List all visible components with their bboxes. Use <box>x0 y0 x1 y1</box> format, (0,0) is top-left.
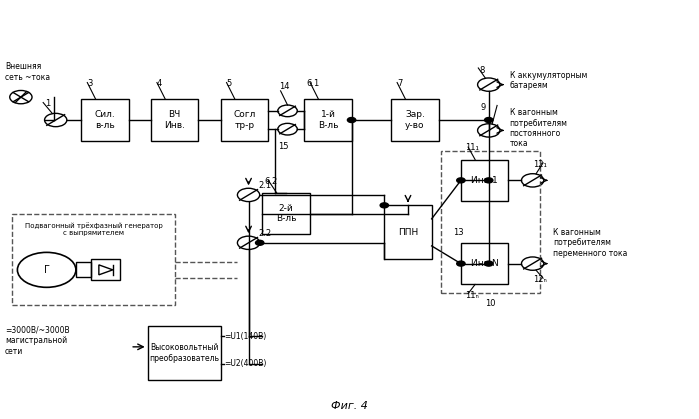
Text: 11₁: 11₁ <box>465 143 479 153</box>
Text: 1: 1 <box>45 99 50 108</box>
Circle shape <box>347 117 356 122</box>
Bar <box>147 326 221 380</box>
Text: 15: 15 <box>278 142 289 151</box>
Circle shape <box>456 261 465 266</box>
Text: Согл
тр-р: Согл тр-р <box>233 110 256 130</box>
Bar <box>151 99 199 141</box>
Text: =U1(140В): =U1(140В) <box>224 332 266 341</box>
Circle shape <box>256 241 264 245</box>
Bar <box>12 214 175 305</box>
Text: Фиг. 4: Фиг. 4 <box>331 401 368 411</box>
Text: 12₁: 12₁ <box>533 160 547 169</box>
Text: К аккумуляторным
батареям: К аккумуляторным батареям <box>510 71 587 90</box>
Text: =3000В/~3000В
магистральной
сети: =3000В/~3000В магистральной сети <box>5 326 69 355</box>
Text: 6.2: 6.2 <box>264 177 278 186</box>
Bar <box>461 243 508 285</box>
Text: 2.2: 2.2 <box>259 229 271 238</box>
Bar <box>91 259 120 280</box>
Bar <box>441 151 540 293</box>
Text: Инв N: Инв N <box>470 259 498 268</box>
Circle shape <box>456 178 465 183</box>
Text: ППН: ППН <box>398 228 418 237</box>
Bar <box>76 262 91 277</box>
Circle shape <box>484 117 493 122</box>
Text: 11ₙ: 11ₙ <box>465 291 479 300</box>
Text: 8: 8 <box>479 65 484 75</box>
Text: 5: 5 <box>226 79 232 88</box>
Text: 2-й
В-ль: 2-й В-ль <box>276 204 296 223</box>
Bar <box>391 99 438 141</box>
Text: 13: 13 <box>453 228 463 237</box>
Bar <box>384 205 432 259</box>
Text: Зар.
у-во: Зар. у-во <box>405 110 425 130</box>
Text: 6.1: 6.1 <box>306 79 319 88</box>
Text: Инв 1: Инв 1 <box>471 176 498 185</box>
Circle shape <box>484 178 493 183</box>
Text: 4: 4 <box>157 79 162 88</box>
Text: 2.1: 2.1 <box>259 181 271 190</box>
Text: =U2(400В): =U2(400В) <box>224 359 266 368</box>
Text: Г: Г <box>43 265 50 275</box>
Text: 10: 10 <box>486 299 496 308</box>
Text: 7: 7 <box>397 79 403 88</box>
Circle shape <box>484 261 493 266</box>
Text: Подвагонный трёхфазный генератор
с выпрямителем: Подвагонный трёхфазный генератор с выпря… <box>24 222 162 236</box>
Bar <box>82 99 129 141</box>
Text: К вагонным
потребителям
постоянного
тока: К вагонным потребителям постоянного тока <box>510 108 568 148</box>
Text: ВЧ
Инв.: ВЧ Инв. <box>164 110 185 130</box>
Bar <box>262 193 310 235</box>
Text: 12ₙ: 12ₙ <box>533 275 547 284</box>
Text: 3: 3 <box>87 79 93 88</box>
Text: Сил.
в-ль: Сил. в-ль <box>95 110 115 130</box>
Text: Высоковольтный
преобразователь: Высоковольтный преобразователь <box>149 344 219 363</box>
Circle shape <box>380 203 389 208</box>
Text: 9: 9 <box>480 103 486 112</box>
Bar <box>221 99 268 141</box>
Bar <box>461 160 508 201</box>
Text: 14: 14 <box>279 82 289 91</box>
Text: К вагонным
потребителям
переменного тока: К вагонным потребителям переменного тока <box>554 228 628 258</box>
Text: 1-й
В-ль: 1-й В-ль <box>317 110 338 130</box>
Bar <box>304 99 352 141</box>
Text: Внешняя
сеть ~тока: Внешняя сеть ~тока <box>5 62 50 82</box>
